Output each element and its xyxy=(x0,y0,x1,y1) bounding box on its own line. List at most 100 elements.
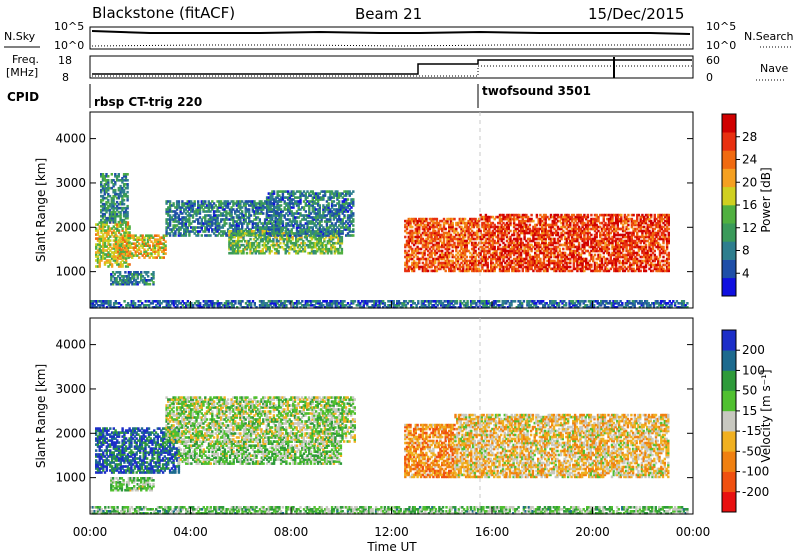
echo-cell xyxy=(592,217,595,221)
echo-cell xyxy=(211,228,214,231)
echo-cell xyxy=(483,241,486,245)
echo-cell xyxy=(238,235,242,239)
echo-cell xyxy=(491,237,495,241)
echo-cell xyxy=(219,234,223,237)
echo-cell xyxy=(112,251,115,254)
echo-cell xyxy=(260,232,263,235)
echo-cell xyxy=(340,237,344,241)
echo-cell xyxy=(138,238,141,241)
echo-cell xyxy=(553,217,556,221)
echo-cell xyxy=(535,255,539,259)
echo-cell xyxy=(299,226,302,229)
echo-cell xyxy=(291,243,294,247)
echo-cell xyxy=(290,198,293,201)
echo-cell xyxy=(434,253,437,257)
echo-cell xyxy=(122,194,126,198)
echo-cell xyxy=(569,249,572,253)
echo-cell xyxy=(285,224,288,227)
echo-cell xyxy=(577,245,581,249)
echo-cell xyxy=(516,245,519,249)
echo-cell xyxy=(555,263,558,267)
echo-cell xyxy=(563,269,567,273)
echo-cell xyxy=(548,223,551,227)
echo-cell xyxy=(302,249,305,253)
echo-cell xyxy=(188,230,191,233)
echo-cell xyxy=(430,219,433,223)
echo-cell xyxy=(124,261,128,264)
echo-cell xyxy=(442,253,446,257)
echo-cell xyxy=(325,220,329,223)
echo-cell xyxy=(595,223,598,227)
echo-cell xyxy=(231,235,235,239)
echo-cell xyxy=(214,228,217,231)
echo-cell xyxy=(234,210,237,213)
echo-cell xyxy=(590,213,593,217)
echo-cell xyxy=(599,269,602,273)
echo-cell xyxy=(329,216,332,219)
echo-cell xyxy=(281,196,285,199)
echo-cell xyxy=(551,267,554,271)
echo-cell xyxy=(219,226,223,229)
freq-unit-label: [MHz] xyxy=(6,66,38,79)
echo-cell xyxy=(497,215,500,219)
echo-cell xyxy=(507,237,510,241)
echo-cell xyxy=(313,208,316,211)
echo-cell xyxy=(244,210,247,213)
echo-cell xyxy=(551,247,554,251)
echo-cell xyxy=(103,220,106,224)
echo-cell xyxy=(181,224,184,227)
echo-cell xyxy=(439,245,442,249)
echo-cell xyxy=(535,263,539,267)
echo-cell xyxy=(602,225,605,229)
echo-cell xyxy=(122,240,125,243)
echo-cell xyxy=(338,206,341,209)
echo-cell xyxy=(419,219,423,223)
echo-cell xyxy=(216,234,219,237)
echo-cell xyxy=(186,206,189,209)
echo-cell xyxy=(150,279,153,282)
echo-cell xyxy=(512,215,516,219)
echo-cell xyxy=(258,202,261,205)
echo-cell xyxy=(263,230,266,233)
echo-cell xyxy=(230,208,233,211)
echo-cell xyxy=(138,281,141,284)
echo-cell xyxy=(327,220,330,223)
echo-cell xyxy=(326,249,330,253)
echo-cell xyxy=(583,215,586,219)
echo-cell xyxy=(570,213,574,217)
echo-cell xyxy=(112,243,115,246)
nave-label: Nave xyxy=(760,62,788,75)
echo-cell xyxy=(453,255,456,259)
echo-cell xyxy=(109,239,112,242)
echo-cell xyxy=(311,190,314,193)
echo-cell xyxy=(181,226,184,229)
echo-cell xyxy=(265,232,269,235)
echo-cell xyxy=(108,214,112,218)
echo-cell xyxy=(319,239,322,243)
echo-cell xyxy=(551,261,554,265)
echo-cell xyxy=(570,251,574,255)
echo-cell xyxy=(338,208,341,211)
echo-cell xyxy=(172,228,175,231)
echo-cell xyxy=(139,234,143,237)
echo-cell xyxy=(267,210,270,213)
echo-cell xyxy=(116,254,120,257)
echo-cell xyxy=(95,229,98,232)
echo-cell xyxy=(430,239,433,243)
echo-cell xyxy=(172,232,175,235)
echo-cell xyxy=(472,259,476,263)
echo-cell xyxy=(462,229,465,233)
echo-cell xyxy=(411,261,414,265)
echo-cell xyxy=(555,241,558,245)
echo-cell xyxy=(434,239,437,243)
echo-cell xyxy=(604,223,607,227)
echo-cell xyxy=(330,251,333,255)
echo-cell xyxy=(595,225,598,229)
echo-cell xyxy=(526,263,530,267)
echo-cell xyxy=(423,229,426,233)
echo-cell xyxy=(170,216,174,219)
echo-cell xyxy=(404,269,407,273)
echo-cell xyxy=(301,192,304,195)
echo-cell xyxy=(458,269,461,273)
echo-cell xyxy=(265,218,268,221)
